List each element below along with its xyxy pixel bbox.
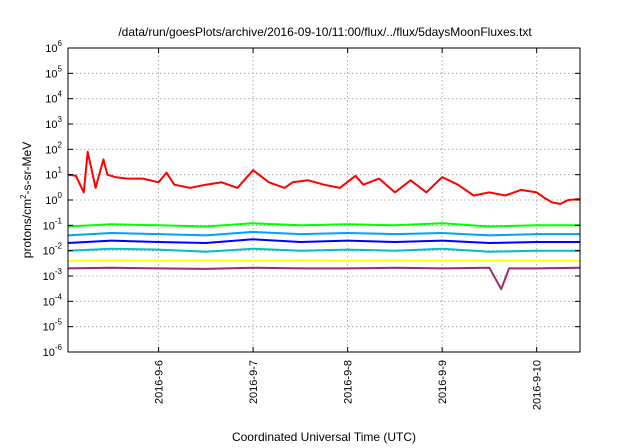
y-axis-label-sup: 2: [19, 194, 28, 199]
y-axis-label-post: -s-sr-MeV: [20, 142, 34, 195]
y-tick-label: 10-1: [43, 216, 63, 232]
x-tick-label: 2016-9-10: [532, 360, 544, 410]
y-tick-label: 105: [45, 64, 62, 80]
grid: [68, 48, 580, 352]
series-line: [67, 222, 580, 228]
y-tick-label: 100: [45, 191, 62, 207]
series-line: [67, 230, 580, 237]
y-tick-label: 104: [45, 90, 62, 106]
y-tick-label: 10-2: [43, 242, 63, 258]
x-tick-label: 2016-9-7: [248, 360, 260, 404]
y-axis-label-pre: protons/cm: [20, 199, 34, 258]
y-tick-label: 103: [45, 115, 62, 131]
y-tick-label: 101: [45, 166, 62, 182]
y-axis-ticks: 10-6 10-5 10-4 10-3 10-2 10-1 100 101 102 103 104 1…: [43, 39, 580, 359]
y-tick-label: 10-6: [43, 343, 63, 359]
x-tick-label: 2016-9-8: [343, 360, 355, 404]
series-line: [67, 247, 580, 253]
x-axis-ticks: 2016-9-6 2016-9-7 2016-9-8 2016-9-9 2016-9-1…: [154, 48, 544, 410]
series-line: [67, 266, 581, 291]
series-line: [67, 150, 581, 205]
y-tick-label: 102: [45, 140, 62, 156]
y-tick-label: 10-4: [43, 292, 63, 308]
data-series: [67, 150, 581, 291]
series-line: [67, 238, 580, 244]
series-line: [67, 259, 580, 262]
y-tick-label: 106: [45, 39, 62, 55]
y-tick-label: 10-3: [43, 267, 63, 283]
y-tick-label: 10-5: [43, 318, 63, 334]
chart-title: /data/run/goesPlots/archive/2016-09-10/1…: [118, 25, 532, 39]
x-tick-label: 2016-9-9: [437, 360, 449, 404]
x-tick-label: 2016-9-6: [154, 360, 166, 404]
x-axis-label: Coordinated Universal Time (UTC): [232, 430, 416, 444]
y-axis-label: protons/cm2-s-sr-MeV: [19, 142, 34, 258]
